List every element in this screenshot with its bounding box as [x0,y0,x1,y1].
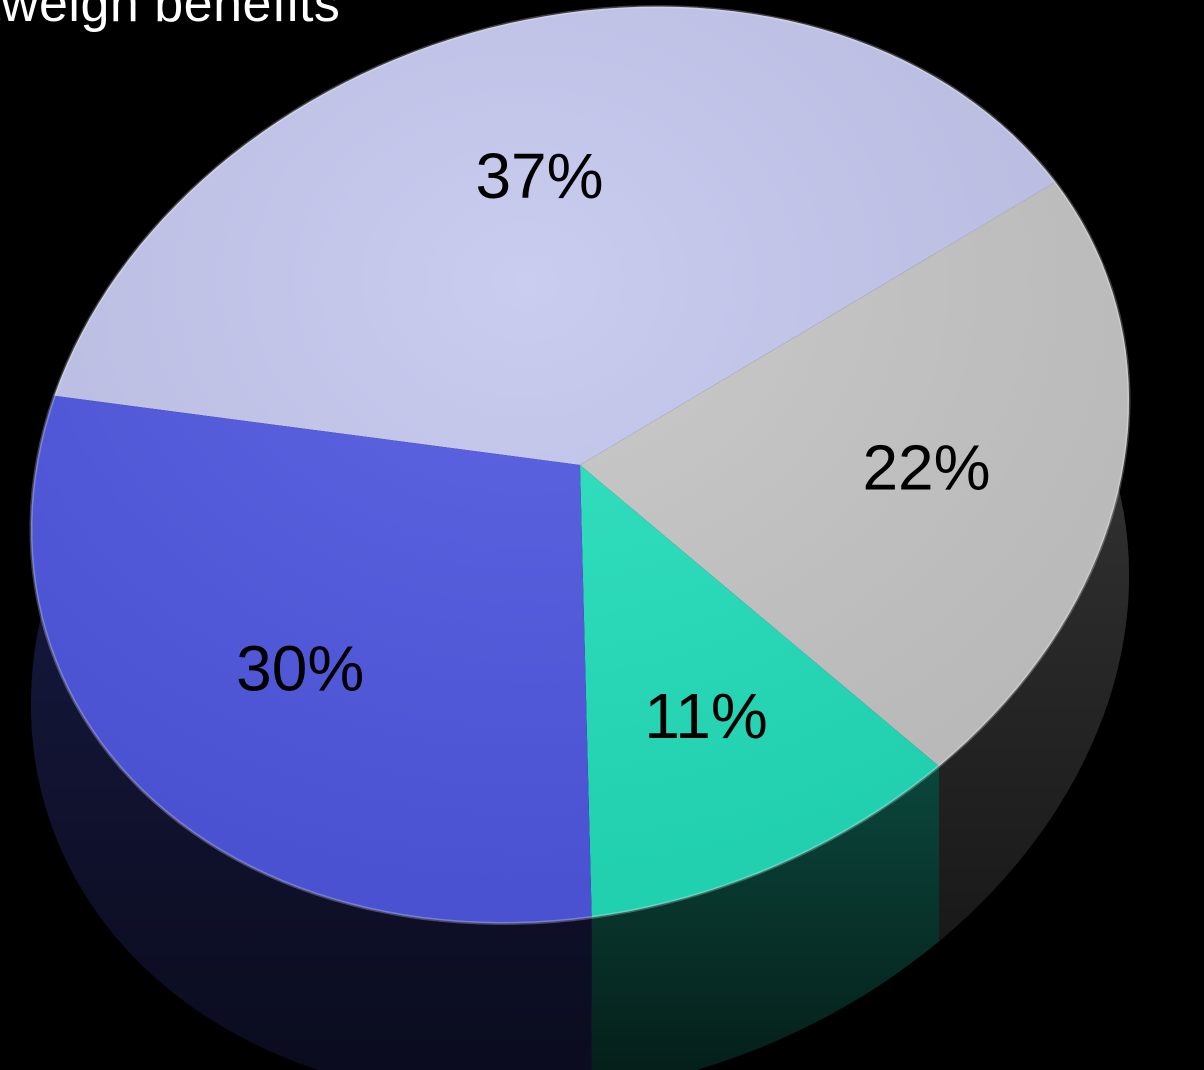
slice-label-4: 30% [236,633,364,705]
pie-wall-shade-3 [591,766,939,1070]
slice-label-2: 22% [862,432,990,504]
pie-slice-labels: 37% 22% 11% 30% [236,140,990,752]
pie-top-shading [29,5,1131,925]
slice-label-1: 37% [475,140,603,212]
slide-title: tweigh benefits [0,0,341,33]
slice-label-3: 11% [644,680,767,752]
pie-rim-highlight [29,5,1131,925]
pie-wall-shade-4 [31,395,592,1070]
pie-top-gloss [31,6,1129,924]
